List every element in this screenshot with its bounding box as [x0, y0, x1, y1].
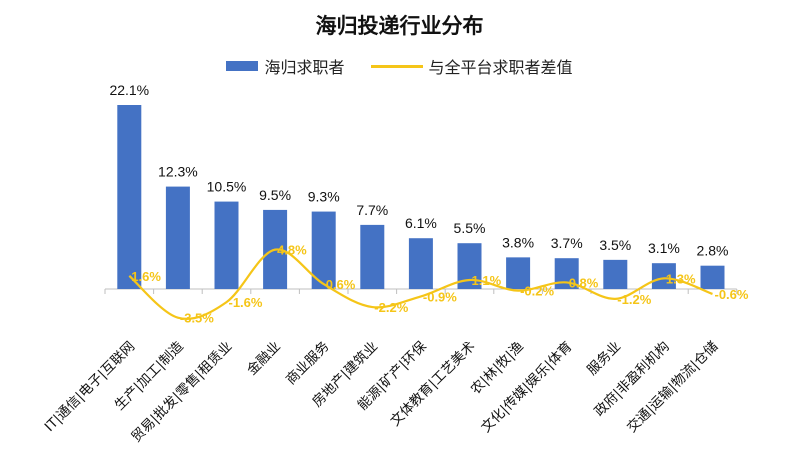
difference-label: -0.2%: [520, 284, 554, 299]
bar: [506, 257, 531, 289]
chart-title: 海归投递行业分布: [315, 15, 484, 38]
legend-item-line: 与全平台求职者差值: [370, 54, 573, 78]
difference-line: [128, 248, 713, 320]
bar-value-label: 3.1%: [648, 240, 680, 256]
difference-label: -0.6%: [715, 287, 749, 302]
legend-bar-swatch: [226, 61, 259, 71]
bar: [214, 201, 239, 289]
difference-label: -0.9%: [423, 289, 457, 304]
bar-value-label: 3.8%: [502, 234, 534, 250]
bar-value-label: 5.5%: [454, 220, 486, 236]
bar: [408, 238, 433, 289]
category-label: 商业服务: [283, 339, 332, 388]
difference-label: -2.2%: [374, 300, 408, 315]
category-label: 交通|运输|物流|仓储: [623, 338, 721, 436]
bar-value-label: 3.7%: [551, 235, 583, 251]
legend: 海归求职者 与全平台求职者差值: [0, 55, 799, 77]
difference-label: 0.6%: [326, 277, 356, 292]
bar-value-label: 3.5%: [599, 237, 631, 253]
category-label: 文化|传媒|娱乐|体育: [478, 339, 575, 436]
legend-line-swatch: [370, 64, 423, 68]
bar: [165, 186, 190, 289]
difference-label: -1.6%: [229, 295, 263, 310]
bar-value-label: 6.1%: [405, 215, 437, 231]
category-label: IT|通信|电子|互联网: [42, 339, 138, 435]
bar-value-label: 12.3%: [158, 164, 198, 180]
bar: [651, 263, 676, 289]
bar: [603, 259, 628, 289]
category-label: 文体教育|工艺美术: [387, 339, 478, 430]
difference-label: -1.2%: [617, 292, 651, 307]
legend-item-bars: 海归求职者: [226, 54, 345, 78]
bar: [311, 211, 336, 289]
bar: [700, 265, 725, 289]
bar: [360, 224, 385, 289]
category-label: 服务业: [584, 339, 624, 379]
bar-value-label: 9.5%: [259, 187, 291, 203]
bar-value-label: 2.8%: [697, 243, 729, 259]
legend-label-line: 与全平台求职者差值: [428, 60, 573, 77]
bar: [117, 105, 142, 289]
difference-label: 1.6%: [131, 269, 161, 284]
difference-label: 1.3%: [666, 271, 696, 286]
legend-label-bars: 海归求职者: [264, 60, 345, 77]
difference-label: -3.5%: [180, 311, 214, 326]
category-label: 金融业: [244, 339, 284, 379]
bar-value-label: 10.5%: [207, 179, 247, 195]
bar-value-label: 9.3%: [308, 189, 340, 205]
bar-value-label: 7.7%: [356, 202, 388, 218]
difference-label: 1.1%: [472, 273, 502, 288]
difference-label: 0.8%: [569, 275, 599, 290]
difference-label: 4.8%: [277, 243, 307, 258]
bar-value-label: 22.1%: [109, 82, 149, 98]
